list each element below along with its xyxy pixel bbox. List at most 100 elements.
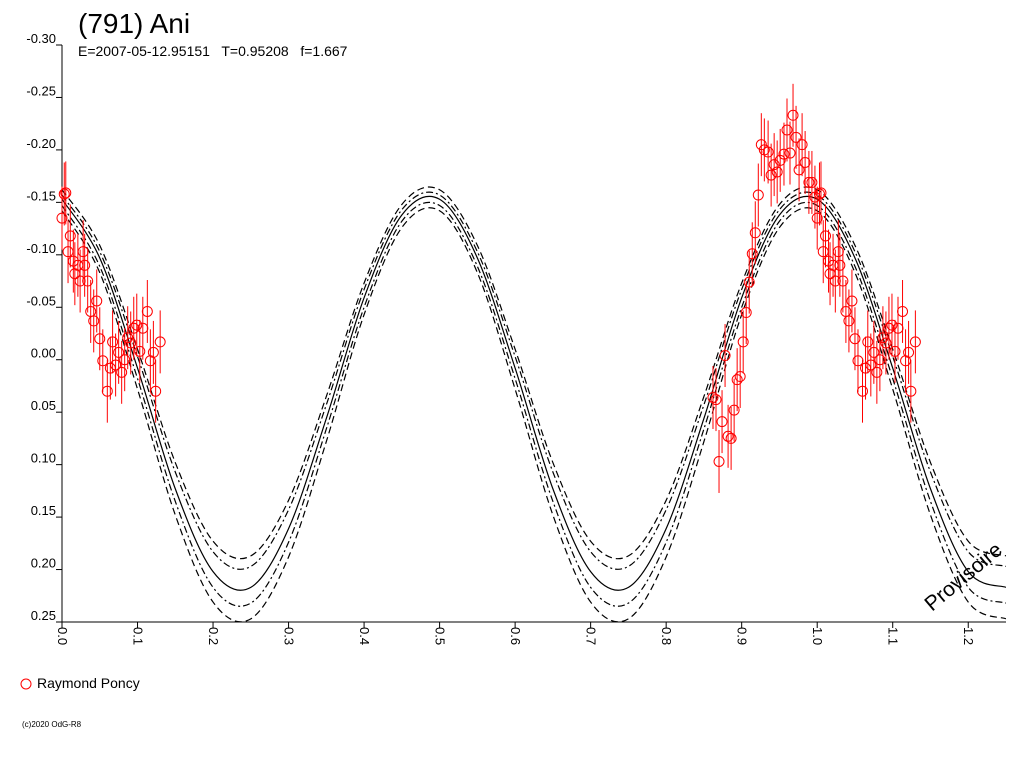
data-point xyxy=(746,248,758,260)
model-curve xyxy=(62,201,1006,607)
x-tick-label: 0.1 xyxy=(131,627,146,645)
y-tick-label: 0.25 xyxy=(31,608,56,623)
x-tick-label: 0.8 xyxy=(659,627,674,645)
data-point xyxy=(909,336,921,348)
data-point xyxy=(707,391,719,403)
data-point xyxy=(849,333,861,345)
data-point xyxy=(60,187,72,199)
data-point xyxy=(58,188,70,200)
data-point xyxy=(799,156,811,168)
x-tick-label: 0.0 xyxy=(55,627,70,645)
data-point xyxy=(64,230,76,242)
data-point xyxy=(56,212,68,224)
data-point xyxy=(728,404,740,416)
data-point xyxy=(122,332,134,344)
data-point xyxy=(857,385,869,397)
data-point xyxy=(101,385,113,397)
y-tick-label: -0.30 xyxy=(26,31,56,46)
data-point xyxy=(731,374,743,386)
data-point xyxy=(843,315,855,327)
data-point xyxy=(128,322,140,334)
data-point xyxy=(154,336,166,348)
legend-label: Raymond Poncy xyxy=(37,675,140,691)
data-point xyxy=(113,346,125,358)
data-point xyxy=(886,319,898,331)
y-tick-label: -0.25 xyxy=(26,83,56,98)
data-point xyxy=(883,322,895,334)
chart-subtitle: E=2007-05-12.95151 T=0.95208 f=1.667 xyxy=(78,43,348,59)
data-point xyxy=(110,359,122,371)
data-point xyxy=(716,416,728,428)
x-tick-label: 0.5 xyxy=(433,627,448,645)
data-point xyxy=(811,212,823,224)
data-point xyxy=(820,230,832,242)
y-tick-label: 0.05 xyxy=(31,398,56,413)
copyright: (c)2020 OdG-R8 xyxy=(22,720,82,729)
data-point xyxy=(874,354,886,366)
data-point xyxy=(150,385,162,397)
data-point xyxy=(719,350,731,362)
data-point xyxy=(897,305,909,317)
y-tick-label: -0.15 xyxy=(26,188,56,203)
data-point xyxy=(722,430,734,442)
data-point xyxy=(813,188,825,200)
model-curve xyxy=(62,191,1006,570)
data-point xyxy=(141,305,153,317)
model-curve xyxy=(62,195,1006,591)
data-point xyxy=(903,346,915,358)
y-tick-label: -0.10 xyxy=(26,241,56,256)
data-point xyxy=(91,295,103,307)
y-tick-label: 0.20 xyxy=(31,556,56,571)
x-tick-label: 0.9 xyxy=(735,627,750,645)
data-point xyxy=(877,332,889,344)
data-point xyxy=(871,366,883,378)
data-point xyxy=(131,319,143,331)
data-point xyxy=(865,359,877,371)
data-point xyxy=(107,336,119,348)
data-point xyxy=(713,455,725,467)
data-point xyxy=(762,146,774,158)
model-curve xyxy=(62,186,1006,560)
data-point xyxy=(837,275,849,287)
data-point xyxy=(781,124,793,136)
x-tick-label: 0.7 xyxy=(584,627,599,645)
x-tick-label: 0.6 xyxy=(508,627,523,645)
x-tick-label: 0.2 xyxy=(206,627,221,645)
data-point xyxy=(116,366,128,378)
y-tick-label: 0.15 xyxy=(31,503,56,518)
data-point xyxy=(787,109,799,121)
watermark: Provisoire xyxy=(920,538,1006,616)
data-point xyxy=(147,346,159,358)
data-point xyxy=(778,148,790,160)
data-point xyxy=(905,385,917,397)
data-point xyxy=(889,345,901,357)
data-point xyxy=(815,187,827,199)
data-point xyxy=(94,333,106,345)
data-point xyxy=(790,131,802,143)
x-tick-label: 0.3 xyxy=(282,627,297,645)
data-point xyxy=(725,432,737,444)
y-tick-label: 0.00 xyxy=(31,346,56,361)
chart-title: (791) Ani xyxy=(78,8,190,39)
data-point xyxy=(82,275,94,287)
data-point xyxy=(846,295,858,307)
model-curves xyxy=(62,186,1006,622)
legend-marker xyxy=(20,678,32,690)
data-point xyxy=(784,147,796,159)
y-tick-label: 0.10 xyxy=(31,451,56,466)
data-point xyxy=(862,336,874,348)
data-point xyxy=(768,159,780,171)
y-tick-label: -0.05 xyxy=(26,293,56,308)
x-tick-label: 1.0 xyxy=(810,627,825,645)
data-point xyxy=(796,139,808,151)
data-point xyxy=(755,139,767,151)
data-point xyxy=(737,336,749,348)
data-point xyxy=(125,337,137,349)
data-point xyxy=(834,259,846,271)
data-point xyxy=(765,169,777,181)
data-point xyxy=(119,354,131,366)
data-point xyxy=(793,164,805,176)
data-point xyxy=(803,176,815,188)
